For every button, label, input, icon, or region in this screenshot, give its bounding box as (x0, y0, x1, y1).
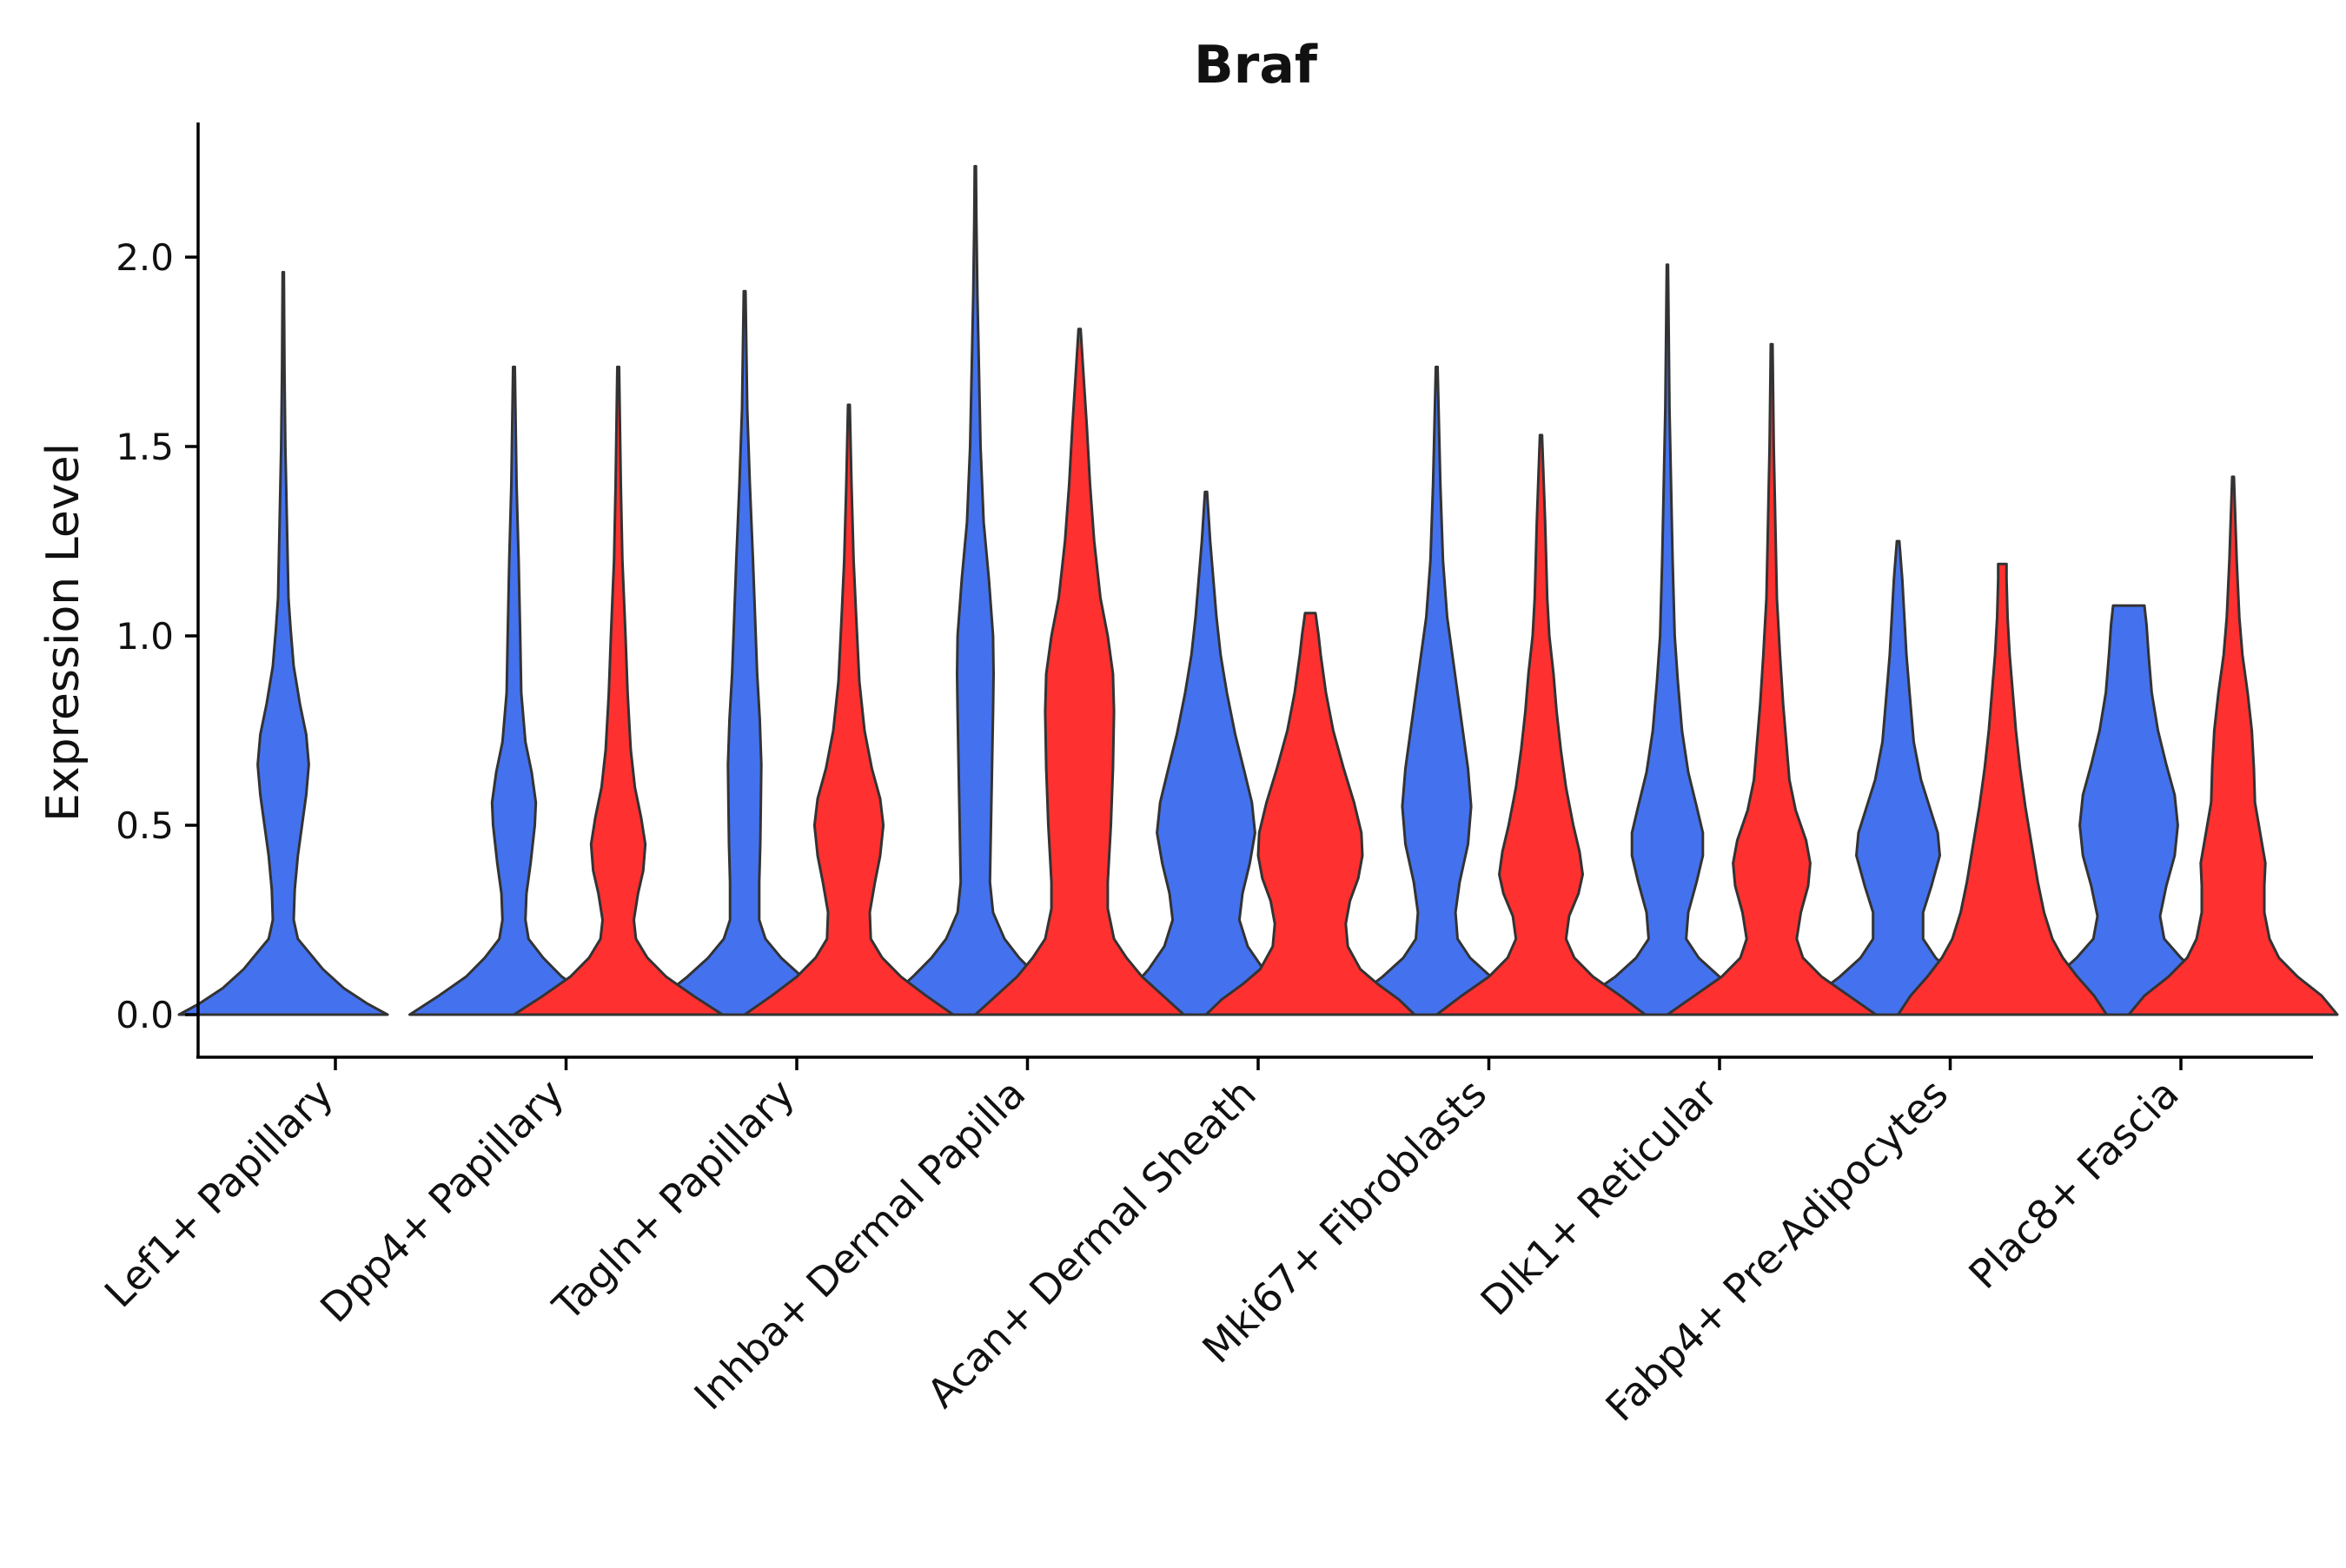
violin-dpp4-papillary-group-1 (408, 365, 620, 1016)
y-ticks: 0.0 0.5 1.0 1.5 2.0 (116, 236, 198, 1036)
violin-mki67-fibroblasts-group-2 (1435, 433, 1647, 1016)
violin-fabp4-pre-adipocytes-group-1 (1793, 539, 2004, 1016)
axes (196, 122, 2313, 1059)
chart-title: Braf (1194, 35, 1318, 96)
y-tick-label: 1.5 (116, 426, 174, 468)
x-tick-label: Lef1+ Papillary (96, 1070, 342, 1317)
violin-inhba-dermal-papilla-group-2 (974, 327, 1185, 1016)
y-axis-label: Expression Level (37, 443, 89, 822)
y-tick-label: 0.5 (116, 804, 174, 847)
violin-acan-dermal-sheath-group-1 (1100, 490, 1312, 1016)
x-tick-label: Dpp4+ Papillary (311, 1070, 573, 1332)
violin-tagln-papillary-group-2 (743, 403, 955, 1016)
x-tick-label: Tagln+ Papillary (543, 1070, 804, 1331)
x-tick-label: Plac8+ Fascia (1959, 1070, 2187, 1298)
violin-inhba-dermal-papilla-group-1 (870, 164, 1081, 1016)
x-tick-label: Dlk1+ Reticular (1472, 1070, 1726, 1325)
violin-plac8-fascia-group-2 (2127, 475, 2339, 1016)
y-tick-label: 1.0 (116, 615, 174, 658)
violin-dlk1-reticular-group-2 (1666, 342, 1878, 1016)
y-tick-label: 0.0 (116, 994, 174, 1036)
violin-lef1-papillary-group-1 (177, 270, 389, 1016)
violin-layer (177, 164, 2339, 1016)
violin-dpp4-papillary-group-2 (513, 365, 724, 1016)
violin-fabp4-pre-adipocytes-group-2 (1897, 562, 2108, 1016)
y-tick-label: 2.0 (116, 236, 174, 279)
violin-tagln-papillary-group-1 (639, 289, 851, 1016)
violin-plac8-fascia-group-1 (2023, 604, 2235, 1016)
violin-dlk1-reticular-group-1 (1561, 263, 1773, 1016)
violin-acan-dermal-sheath-group-2 (1204, 612, 1416, 1016)
violin-mki67-fibroblasts-group-1 (1331, 365, 1542, 1016)
